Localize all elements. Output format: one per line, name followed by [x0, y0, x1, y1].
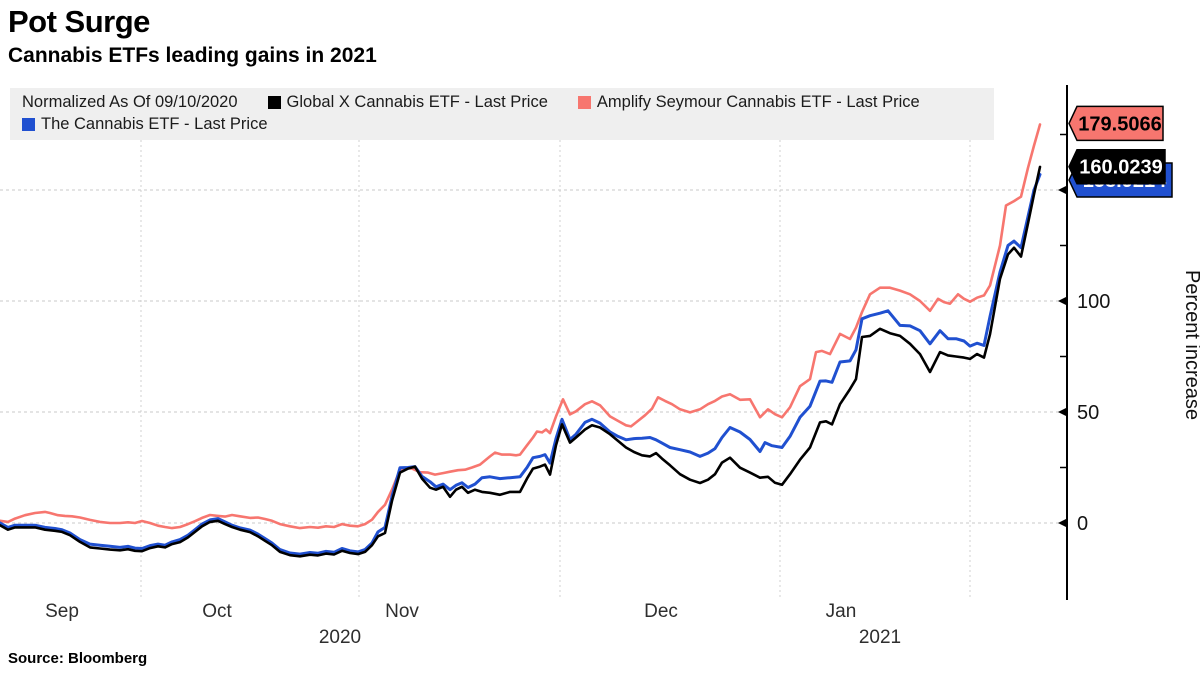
series-line-global [0, 165, 1042, 558]
x-axis-year-label: 2021 [859, 627, 901, 648]
x-axis-month-label: Sep [45, 601, 79, 622]
y-axis-tick-label: 100 [1077, 291, 1110, 313]
last-price-tag-value: 160.0239 [1079, 157, 1162, 179]
legend-normalized-label: Normalized As Of 09/10/2020 [22, 92, 238, 113]
chart-legend: Normalized As Of 09/10/2020 Global X Can… [10, 88, 994, 140]
source-attribution: Source: Bloomberg [8, 650, 148, 667]
y-axis-tick-arrow [1058, 185, 1067, 195]
legend-item-label: Global X Cannabis ETF - Last Price [286, 93, 548, 111]
y-axis-tick-arrow [1058, 296, 1067, 306]
legend-item-label: The Cannabis ETF - Last Price [41, 115, 268, 133]
legend-swatch-icon [577, 96, 591, 109]
last-price-tag [1068, 105, 1164, 142]
y-axis-tick-label: 0 [1077, 513, 1088, 535]
y-axis-tick-label: 50 [1077, 402, 1099, 424]
y-axis-tick-arrow [1058, 518, 1067, 528]
legend-swatch-icon [22, 118, 35, 131]
x-axis-month-label: Nov [385, 601, 419, 622]
page-title: Pot Surge [8, 4, 150, 39]
page-subtitle: Cannabis ETFs leading gains in 2021 [8, 44, 377, 67]
legend-swatch-icon [267, 96, 281, 109]
x-axis-month-label: Jan [826, 601, 857, 622]
legend-item-label: Amplify Seymour Cannabis ETF - Last Pric… [596, 93, 920, 111]
last-price-tag [1068, 148, 1166, 185]
y-axis-title: Percent increase [1181, 270, 1200, 420]
legend-item-1: Global X Cannabis ETF - Last Price [267, 92, 548, 113]
series-line-amplify [0, 123, 1042, 530]
legend-item-3: The Cannabis ETF - Last Price [22, 114, 268, 135]
last-price-tag-value: 179.5066 [1078, 113, 1161, 135]
normalized-label-text: Normalized As Of 09/10/2020 [22, 93, 238, 111]
x-axis-year-label: 2020 [319, 627, 361, 648]
legend-item-2: Amplify Seymour Cannabis ETF - Last Pric… [577, 92, 920, 113]
series-line-the [0, 173, 1042, 556]
y-axis-tick-arrow [1058, 407, 1067, 417]
x-axis-month-label: Dec [644, 601, 678, 622]
x-axis-month-label: Oct [202, 601, 232, 622]
